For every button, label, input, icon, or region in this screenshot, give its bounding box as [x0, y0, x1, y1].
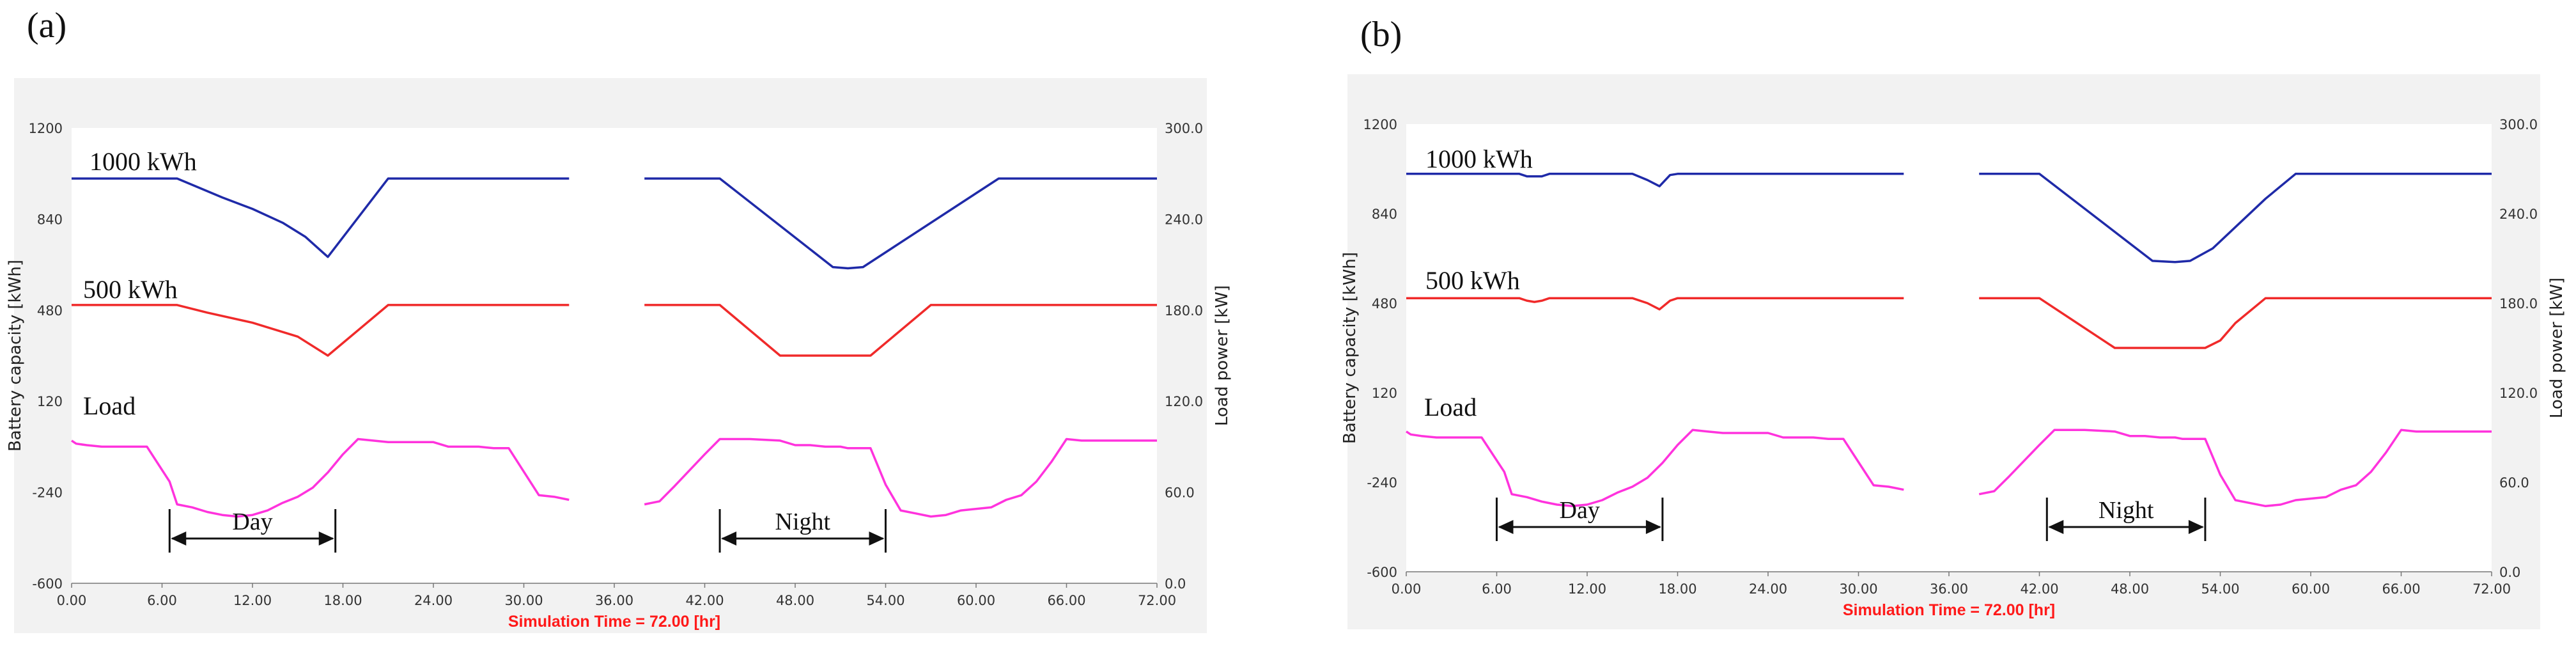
chart-a: 0.00 6.00 12.00 18.00 24.00 30.00 36.00 42.00 48… [6, 78, 1232, 633]
y-tick-label: 840 [37, 212, 63, 227]
chart-b: 0.00 6.00 12.00 18.00 24.00 30.00 36.00 42.00 48… [1340, 74, 2566, 629]
x-tick-label: 24.00 [414, 593, 453, 608]
x-tick-label: 18.00 [323, 593, 362, 608]
y2-tick-label: 180.0 [1165, 303, 1203, 319]
x-tick-label: 42.00 [685, 593, 724, 608]
series-line-1000-kwh [1406, 173, 1904, 187]
series-line-1000-kwh [644, 177, 1157, 270]
x-tick-label: 66.00 [1047, 593, 1085, 608]
arrowhead-right [1645, 520, 1661, 534]
arrowhead-right [869, 531, 885, 546]
y2-tick-label: 0.0 [2499, 565, 2520, 580]
x-tick-label: 60.00 [957, 593, 995, 608]
y-tick-label: 480 [37, 303, 63, 319]
y-tick-label: 120 [37, 394, 63, 409]
y-tick-label: -600 [32, 576, 63, 592]
x-tick-label: 12.00 [233, 593, 272, 608]
series-line-load [644, 437, 1157, 518]
x-tick-label: 54.00 [866, 593, 904, 608]
arrowhead-right [318, 531, 334, 546]
y2-tick-label: 240.0 [2499, 207, 2538, 222]
arrowhead-left [2048, 520, 2064, 534]
series-label: 1000 kWh [1425, 145, 1533, 173]
y2-tick-label: 240.0 [1165, 212, 1203, 227]
x-tick-label: 72.00 [1138, 593, 1176, 608]
y-tick-label: 840 [1372, 207, 1397, 222]
x-tick-label: 6.00 [1482, 581, 1512, 597]
y-axis-title: Battery capacity [kWh] [6, 260, 25, 452]
x-tick-label: 24.00 [1749, 581, 1787, 597]
y2-tick-label: 300.0 [2499, 117, 2538, 132]
series-line-load [71, 437, 570, 518]
y-tick-label: 480 [1372, 296, 1397, 311]
series-line-500-kwh [1406, 297, 1904, 311]
series-line-1000-kwh [1979, 173, 2492, 264]
series-line-500-kwh [1979, 297, 2492, 349]
x-tick-label: 48.00 [2111, 581, 2149, 597]
x-tick-label: 30.00 [1839, 581, 1877, 597]
series-line-1000-kwh [72, 177, 570, 258]
series-line-500-kwh [644, 304, 1157, 357]
y2-tick-label: 300.0 [1165, 121, 1203, 136]
simulation-time-label: Simulation Time = 72.00 [hr] [1843, 601, 2055, 619]
x-tick-label: 36.00 [1930, 581, 1968, 597]
y-tick-label: 120 [1372, 386, 1397, 401]
y2-tick-label: 0.0 [1165, 576, 1186, 592]
y2-axis-title: Load power [kW] [1213, 285, 1232, 426]
x-tick-label: 18.00 [1658, 581, 1696, 597]
series-line-500-kwh [72, 304, 570, 357]
arrowhead-left [1498, 520, 1514, 534]
x-tick-label: 6.00 [147, 593, 177, 608]
x-tick-label: 72.00 [2472, 581, 2511, 597]
y-axis-title: Battery capacity [kWh] [1340, 252, 1360, 444]
y-tick-label: -240 [1367, 475, 1397, 491]
period-label-night: Night [775, 508, 831, 535]
y-tick-label: -240 [32, 485, 63, 501]
x-tick-label: 66.00 [2382, 581, 2420, 597]
x-tick-label: 0.00 [1392, 581, 1422, 597]
x-tick-label: 48.00 [776, 593, 814, 608]
arrowhead-right [2188, 520, 2204, 534]
y-tick-label: 1200 [1363, 117, 1397, 132]
series-label: Load [83, 391, 136, 420]
y2-tick-label: 180.0 [2499, 296, 2538, 311]
series-label: Load [1424, 393, 1477, 421]
y-tick-label: 1200 [29, 121, 63, 136]
x-tick-label: 0.00 [57, 593, 87, 608]
series-label: 1000 kWh [89, 147, 197, 176]
x-tick-label: 36.00 [595, 593, 633, 608]
series-line-load [1978, 429, 2492, 508]
series-label: 500 kWh [83, 275, 178, 304]
y2-axis-title: Load power [kW] [2547, 278, 2566, 418]
plot-area [72, 128, 1157, 583]
y2-tick-label: 60.0 [1165, 485, 1195, 501]
y-tick-label: -600 [1367, 565, 1397, 580]
arrowhead-left [721, 531, 737, 546]
y2-tick-label: 120.0 [1165, 394, 1203, 409]
x-tick-label: 30.00 [504, 593, 543, 608]
arrowhead-left [171, 531, 187, 546]
series-line-load [1406, 429, 1904, 508]
x-tick-label: 42.00 [2020, 581, 2058, 597]
y2-tick-label: 60.0 [2499, 475, 2529, 491]
x-tick-label: 12.00 [1568, 581, 1606, 597]
panel-b-label: (b) [1360, 15, 1402, 54]
simulation-time-label: Simulation Time = 72.00 [hr] [508, 613, 720, 631]
period-label-day: Day [232, 508, 272, 535]
plot-area [1406, 124, 2492, 572]
x-tick-label: 54.00 [2201, 581, 2239, 597]
panel-a-label: (a) [27, 6, 67, 45]
x-tick-label: 60.00 [2292, 581, 2330, 597]
y2-tick-label: 120.0 [2499, 386, 2538, 401]
series-label: 500 kWh [1425, 266, 1520, 295]
period-label-day: Day [1560, 497, 1600, 524]
period-label-night: Night [2099, 497, 2154, 524]
